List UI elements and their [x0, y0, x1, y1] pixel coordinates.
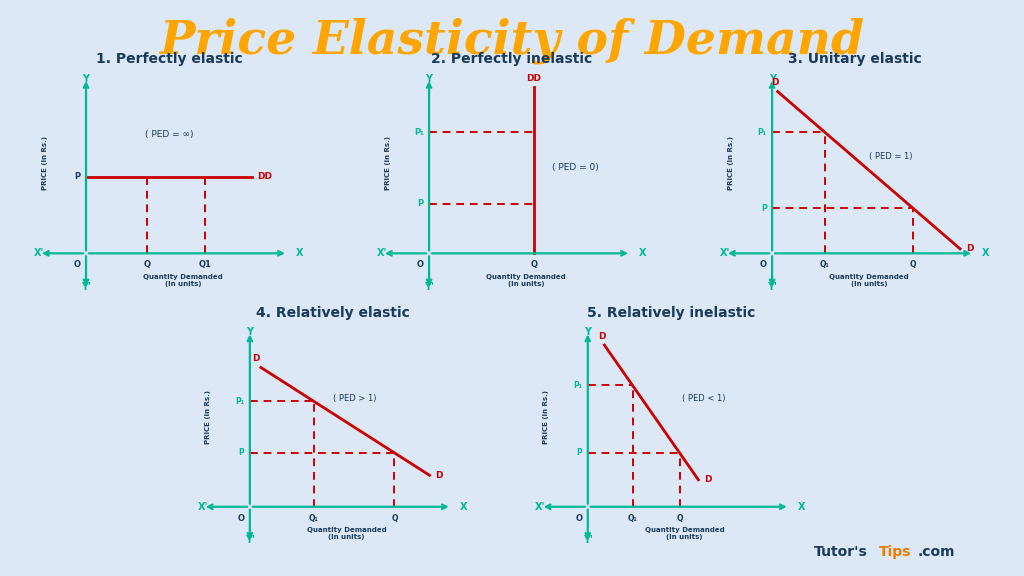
- Text: ( PED = 0): ( PED = 0): [552, 163, 599, 172]
- Text: Q1: Q1: [199, 260, 211, 269]
- Text: X': X': [34, 248, 44, 258]
- Text: X: X: [296, 248, 304, 258]
- Text: D: D: [252, 354, 259, 363]
- Text: O: O: [760, 260, 767, 269]
- Text: D: D: [598, 332, 605, 340]
- Text: Y': Y': [583, 535, 593, 545]
- Text: DD: DD: [257, 172, 272, 181]
- Text: Quantity Demanded
(In units): Quantity Demanded (In units): [143, 274, 222, 287]
- Text: Q₁: Q₁: [819, 260, 829, 269]
- Text: Y: Y: [426, 74, 432, 84]
- Text: O: O: [74, 260, 81, 269]
- Text: Y: Y: [247, 327, 253, 337]
- Text: Quantity Demanded
(In units): Quantity Demanded (In units): [829, 274, 908, 287]
- Text: P: P: [577, 448, 583, 457]
- Text: ( PED = 1): ( PED = 1): [869, 152, 912, 161]
- Text: 1. Perfectly elastic: 1. Perfectly elastic: [95, 52, 243, 66]
- Text: PRICE (in Rs.): PRICE (in Rs.): [385, 137, 390, 191]
- Text: Q: Q: [143, 260, 151, 269]
- Text: X: X: [798, 502, 806, 511]
- Text: Quantity Demanded
(In units): Quantity Demanded (In units): [486, 274, 565, 287]
- Text: P₁: P₁: [758, 127, 767, 137]
- Text: ( PED > 1): ( PED > 1): [333, 394, 377, 403]
- Text: PRICE (in Rs.): PRICE (in Rs.): [206, 390, 211, 444]
- Text: P: P: [761, 204, 767, 213]
- Text: Y: Y: [769, 74, 775, 84]
- Text: Price Elasticity of Demand: Price Elasticity of Demand: [160, 17, 864, 64]
- Text: P₁: P₁: [236, 397, 245, 406]
- Text: Q: Q: [676, 514, 683, 522]
- Text: 5. Relatively inelastic: 5. Relatively inelastic: [587, 306, 755, 320]
- Text: PRICE (in Rs.): PRICE (in Rs.): [728, 137, 733, 191]
- Text: Q₁: Q₁: [628, 514, 638, 522]
- Text: X': X': [536, 502, 546, 511]
- Text: O: O: [238, 514, 245, 522]
- Text: Q: Q: [391, 514, 397, 522]
- Text: P₁: P₁: [573, 381, 583, 390]
- Text: O: O: [417, 260, 424, 269]
- Text: X': X': [720, 248, 730, 258]
- Text: Q: Q: [530, 260, 538, 269]
- Text: D: D: [435, 471, 442, 480]
- Text: Y': Y': [81, 282, 91, 291]
- Text: X: X: [982, 248, 990, 258]
- Text: P: P: [418, 199, 424, 209]
- Text: Y': Y': [767, 282, 777, 291]
- Text: Q₁: Q₁: [308, 514, 318, 522]
- Text: X: X: [639, 248, 647, 258]
- Text: X': X': [377, 248, 387, 258]
- Text: Q: Q: [910, 260, 916, 269]
- Text: X': X': [198, 502, 208, 511]
- Text: Y: Y: [585, 327, 591, 337]
- Text: Y': Y': [245, 535, 255, 545]
- Text: Tutor's: Tutor's: [814, 545, 867, 559]
- Text: DD: DD: [526, 74, 542, 82]
- Text: Y: Y: [83, 74, 89, 84]
- Text: PRICE (in Rs.): PRICE (in Rs.): [544, 390, 549, 444]
- Text: D: D: [966, 244, 973, 253]
- Text: D: D: [703, 475, 712, 484]
- Text: X: X: [460, 502, 468, 511]
- Text: O: O: [575, 514, 583, 522]
- Text: .com: .com: [918, 545, 955, 559]
- Text: P: P: [239, 448, 245, 457]
- Text: Tips: Tips: [879, 545, 911, 559]
- Text: P: P: [75, 172, 81, 181]
- Text: PRICE (in Rs.): PRICE (in Rs.): [42, 137, 47, 191]
- Text: Y': Y': [424, 282, 434, 291]
- Text: P₁: P₁: [414, 127, 424, 137]
- Text: 3. Unitary elastic: 3. Unitary elastic: [788, 52, 922, 66]
- Text: D: D: [771, 78, 778, 87]
- Text: Quantity Demanded
(In units): Quantity Demanded (In units): [645, 528, 724, 540]
- Text: Quantity Demanded
(In units): Quantity Demanded (In units): [307, 528, 386, 540]
- Text: ( PED < 1): ( PED < 1): [682, 394, 726, 403]
- Text: 2. Perfectly inelastic: 2. Perfectly inelastic: [431, 52, 593, 66]
- Text: ( PED = ∞): ( PED = ∞): [144, 130, 194, 138]
- Text: 4. Relatively elastic: 4. Relatively elastic: [256, 306, 410, 320]
